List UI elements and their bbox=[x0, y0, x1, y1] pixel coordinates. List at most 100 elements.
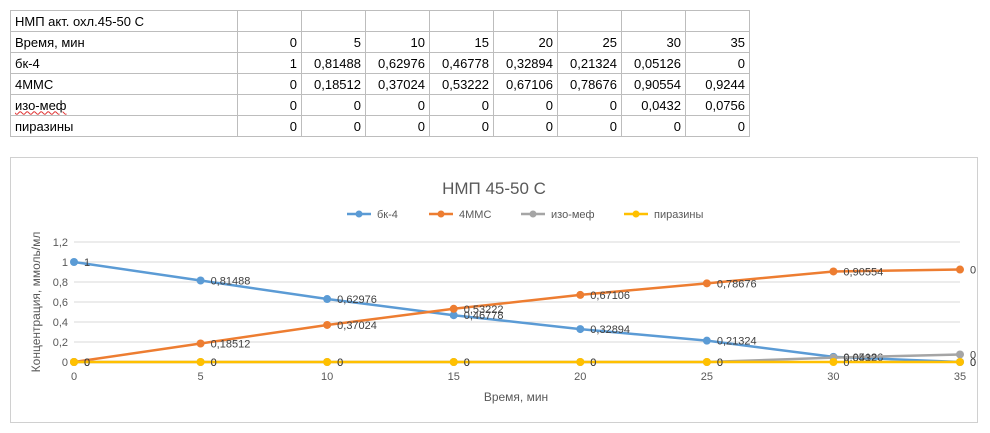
data-label: 0 bbox=[84, 357, 90, 369]
legend-label: 4ММС bbox=[459, 209, 491, 221]
data-label: 0,81488 bbox=[211, 276, 251, 288]
table-cell[interactable]: 0 bbox=[557, 115, 622, 137]
data-point[interactable] bbox=[70, 358, 78, 366]
series-group[interactable]: 10,814880,629760,467780,328940,213240,05… bbox=[70, 257, 976, 369]
table-cell[interactable]: 0,0756 bbox=[685, 94, 750, 116]
table-cell[interactable]: 0,53222 bbox=[429, 73, 494, 95]
table-cell[interactable]: 0,05126 bbox=[621, 52, 686, 74]
table-cell[interactable]: 0,90554 bbox=[621, 73, 686, 95]
table-cell[interactable]: 0 bbox=[365, 115, 430, 137]
table-cell-empty[interactable] bbox=[237, 10, 302, 32]
data-point[interactable] bbox=[956, 350, 964, 359]
table-cell-empty[interactable] bbox=[685, 10, 750, 32]
y-tick-label: 0 bbox=[62, 357, 68, 369]
legend-item[interactable]: 4ММС bbox=[429, 209, 491, 221]
series-line bbox=[73, 260, 961, 364]
data-point[interactable] bbox=[449, 311, 458, 320]
legend-item[interactable]: пиразины bbox=[624, 209, 703, 221]
table-cell[interactable]: 0,67106 bbox=[493, 73, 558, 95]
data-point[interactable] bbox=[956, 265, 964, 274]
table-row: изо-меф 0 0 0 0 0 0 0,0432 0,0756 bbox=[10, 94, 750, 116]
table-cell-empty[interactable] bbox=[365, 10, 430, 32]
table-cell-empty[interactable] bbox=[429, 10, 494, 32]
data-point[interactable] bbox=[576, 358, 585, 366]
x-axis-label: Время, мин bbox=[484, 390, 548, 404]
data-label: 0,46778 bbox=[464, 310, 504, 322]
data-point[interactable] bbox=[702, 336, 711, 345]
table-cell[interactable]: 0,9244 bbox=[685, 73, 750, 95]
data-point[interactable] bbox=[449, 304, 458, 313]
table-cell[interactable]: 5 bbox=[301, 31, 366, 53]
series-group[interactable]: 0 0 0 0 0 0 0 0 bbox=[70, 357, 976, 369]
table-cell[interactable]: 20 bbox=[493, 31, 558, 53]
table-cell[interactable]: 0 bbox=[237, 94, 302, 116]
table-cell[interactable]: 0 bbox=[237, 31, 302, 53]
series-group[interactable]: 0 0,18512 0,37024 0,53222 0,67106 0,78676 0,90… bbox=[70, 265, 990, 369]
table-cell[interactable]: 0,37024 bbox=[365, 73, 430, 95]
table-cell[interactable]: 0 bbox=[301, 115, 366, 137]
table-cell[interactable]: 0,18512 bbox=[301, 73, 366, 95]
data-point[interactable] bbox=[576, 290, 585, 299]
table-cell-empty[interactable] bbox=[557, 10, 622, 32]
table-cell[interactable]: 0 bbox=[685, 52, 750, 74]
data-point[interactable] bbox=[323, 320, 332, 329]
row-label-cell[interactable]: пиразины bbox=[10, 115, 238, 137]
table-cell[interactable]: 0 bbox=[493, 94, 558, 116]
table-cell-empty[interactable] bbox=[621, 10, 686, 32]
table-cell[interactable]: 30 bbox=[621, 31, 686, 53]
table-cell[interactable]: 15 bbox=[429, 31, 494, 53]
table-cell-empty[interactable] bbox=[301, 10, 366, 32]
table-cell[interactable]: 0,62976 bbox=[365, 52, 430, 74]
data-point[interactable] bbox=[576, 325, 585, 334]
data-point[interactable] bbox=[196, 358, 205, 366]
table-cell[interactable]: 0 bbox=[621, 115, 686, 137]
table-cell-empty[interactable] bbox=[493, 10, 558, 32]
table-cell[interactable]: 25 bbox=[557, 31, 622, 53]
data-point[interactable] bbox=[323, 295, 332, 304]
data-point[interactable] bbox=[829, 358, 838, 366]
x-axis-ticks: 0 5 10 15 20 25 30 35 bbox=[71, 371, 966, 383]
table-cell[interactable]: 0,78676 bbox=[557, 73, 622, 95]
table-cell[interactable]: 0 bbox=[557, 94, 622, 116]
chart-frame[interactable]: НМП 45-50 С бк-4 4ММС изо-меф пиразины 0 0,2… bbox=[10, 157, 990, 423]
legend-item[interactable]: изо-меф bbox=[521, 209, 595, 221]
legend-item[interactable]: бк-4 bbox=[347, 209, 398, 221]
table-cell[interactable]: 0 bbox=[429, 115, 494, 137]
data-point[interactable] bbox=[323, 358, 332, 366]
table-cell[interactable]: 10 bbox=[365, 31, 430, 53]
table-title-cell[interactable]: НМП акт. охл.45-50 С bbox=[10, 10, 238, 32]
table-cell[interactable]: 0 bbox=[237, 73, 302, 95]
table-cell[interactable]: 0,46778 bbox=[429, 52, 494, 74]
data-point[interactable] bbox=[829, 267, 838, 276]
x-tick-label: 10 bbox=[321, 371, 333, 383]
data-point[interactable] bbox=[196, 339, 205, 348]
table-cell[interactable]: 35 bbox=[685, 31, 750, 53]
row-label-cell[interactable]: 4ММС bbox=[10, 73, 238, 95]
row-label-cell[interactable]: бк-4 bbox=[10, 52, 238, 74]
chart-legend: бк-4 4ММС изо-меф пиразины bbox=[347, 209, 703, 221]
legend-label: пиразины bbox=[654, 209, 703, 221]
table-cell[interactable]: 0 bbox=[365, 94, 430, 116]
table-cell[interactable]: 0 bbox=[429, 94, 494, 116]
table-cell[interactable]: 0,32894 bbox=[493, 52, 558, 74]
table-cell[interactable]: 0 bbox=[493, 115, 558, 137]
table-cell[interactable]: 0,21324 bbox=[557, 52, 622, 74]
data-point[interactable] bbox=[196, 276, 205, 285]
table-cell[interactable]: 0,0432 bbox=[621, 94, 686, 116]
legend-label: бк-4 bbox=[377, 209, 398, 221]
row-label-cell[interactable]: Время, мин bbox=[10, 31, 238, 53]
table-cell[interactable]: 0,81488 bbox=[301, 52, 366, 74]
data-point[interactable] bbox=[702, 358, 711, 366]
x-tick-label: 20 bbox=[574, 371, 586, 383]
data-point[interactable] bbox=[956, 358, 964, 366]
table-cell[interactable]: 0 bbox=[301, 94, 366, 116]
data-label: 0,90554 bbox=[843, 266, 883, 278]
table-cell[interactable]: 1 bbox=[237, 52, 302, 74]
data-point[interactable] bbox=[702, 279, 711, 288]
data-point[interactable] bbox=[449, 358, 458, 366]
table-cell[interactable]: 0 bbox=[237, 115, 302, 137]
data-point[interactable] bbox=[70, 258, 78, 266]
row-label-cell[interactable]: изо-меф bbox=[10, 94, 238, 116]
table-cell[interactable]: 0 bbox=[685, 115, 750, 137]
